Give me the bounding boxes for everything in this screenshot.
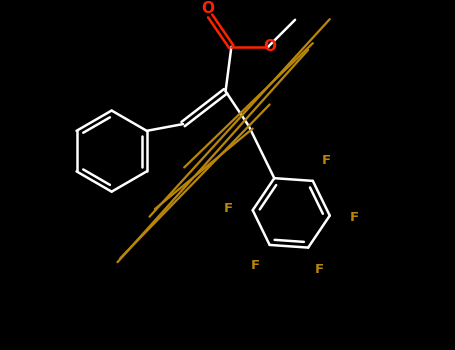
Text: F: F: [223, 202, 233, 215]
Text: F: F: [322, 154, 331, 167]
Text: F: F: [251, 259, 260, 272]
Text: F: F: [314, 263, 324, 276]
Text: F: F: [350, 211, 359, 224]
Text: O: O: [263, 38, 277, 54]
Text: O: O: [202, 1, 215, 16]
